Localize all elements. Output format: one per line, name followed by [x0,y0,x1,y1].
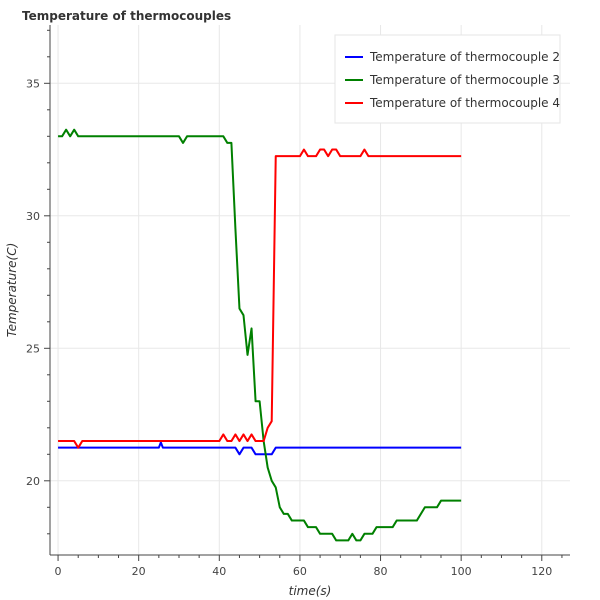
x-tick-label: 80 [374,565,388,578]
legend-label: Temperature of thermocouple 4 [369,96,560,110]
legend-label: Temperature of thermocouple 2 [369,50,560,64]
y-axis-label: Temperature(C) [5,243,19,338]
series-line-thermocouple-4 [58,148,462,449]
x-tick-label: 120 [531,565,552,578]
axes [49,25,570,556]
series-line-thermocouple-3 [58,128,462,542]
y-tick-label: 20 [26,475,40,488]
x-tick-label: 40 [212,565,226,578]
x-tick-label: 20 [132,565,146,578]
y-ticks: 20 25 30 35 [26,29,50,535]
x-ticks: 0 20 40 60 80 100 120 [55,555,563,578]
series-line-thermocouple-2 [58,441,462,456]
x-tick-label: 60 [293,565,307,578]
x-tick-label: 0 [55,565,62,578]
legend: Temperature of thermocouple 2 Temperature… [334,34,561,124]
y-tick-label: 25 [26,342,40,355]
legend-box [334,34,561,124]
y-tick-label: 35 [26,77,40,90]
chart-title: Temperature of thermocouples [22,9,231,23]
y-tick-label: 30 [26,210,40,223]
legend-label: Temperature of thermocouple 3 [369,73,560,87]
x-axis-label: time(s) [289,584,332,598]
series-lines [58,128,462,542]
x-tick-label: 100 [451,565,472,578]
